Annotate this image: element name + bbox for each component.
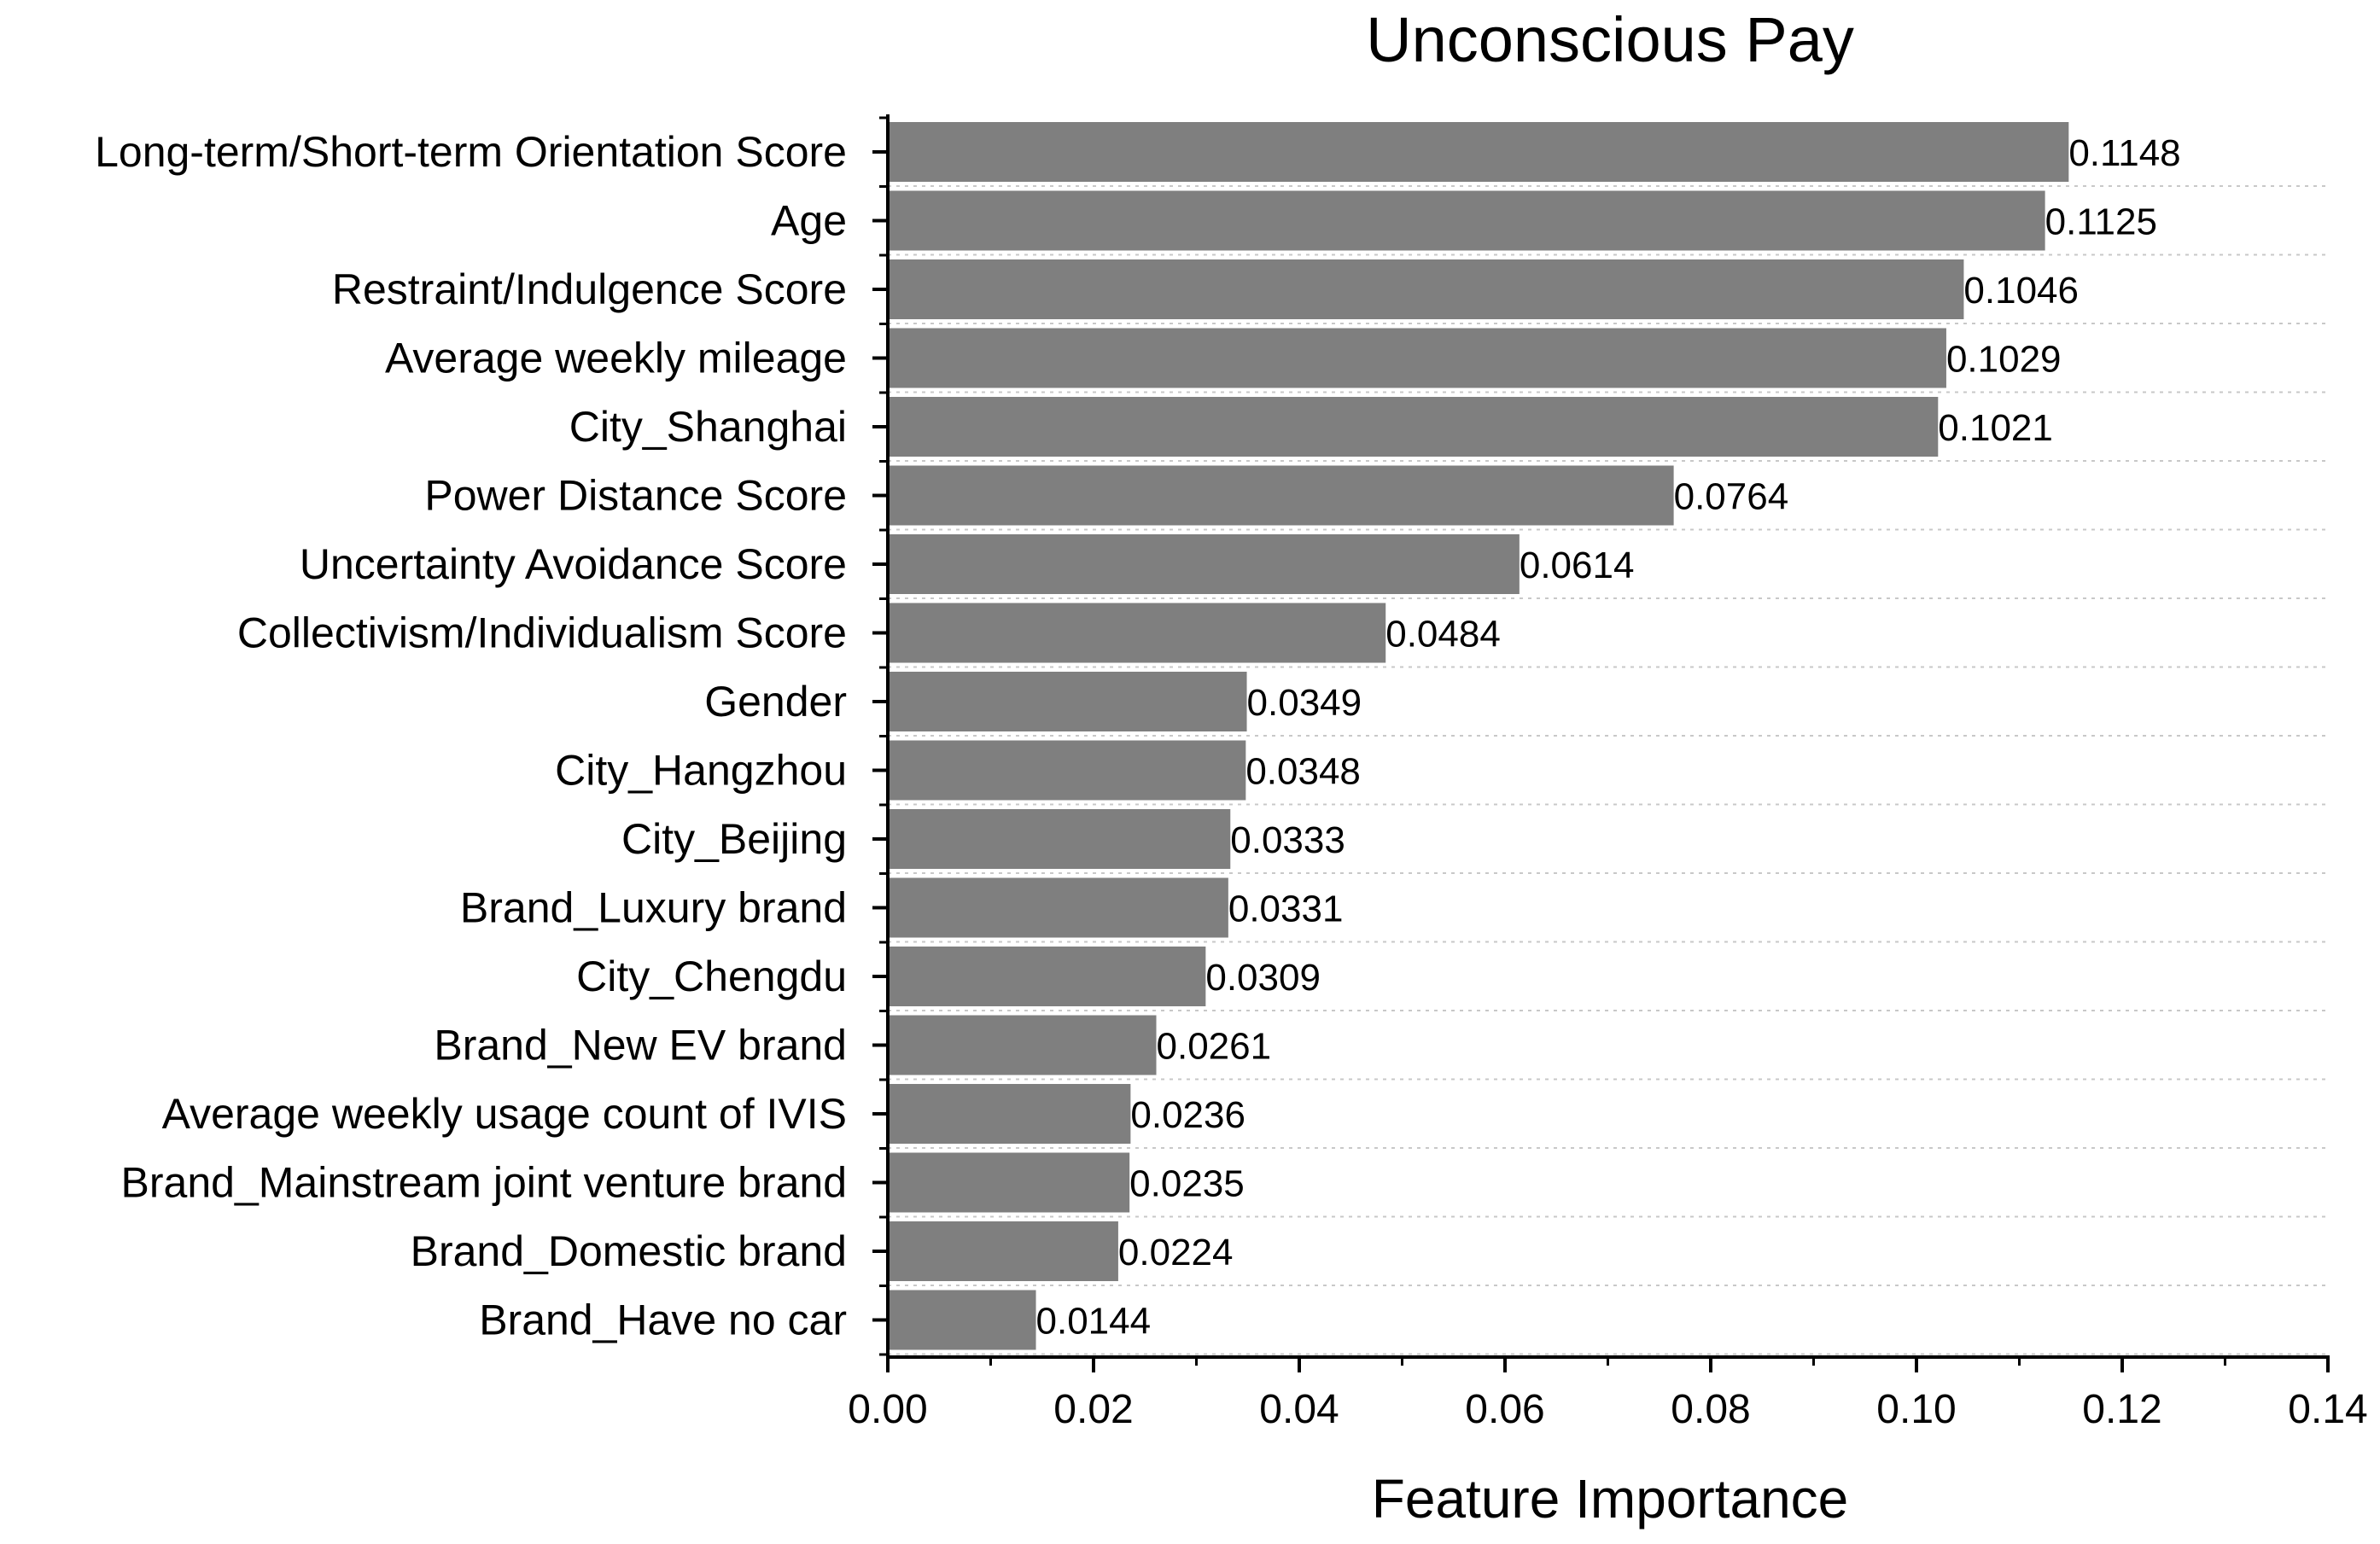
value-label: 0.0348 xyxy=(1245,751,1361,793)
x-tick-label: 0.12 xyxy=(2082,1387,2161,1432)
x-tick-label: 0.14 xyxy=(2288,1387,2367,1432)
value-label: 0.1125 xyxy=(2045,201,2157,243)
value-label: 0.0224 xyxy=(1118,1232,1234,1273)
value-label: 0.0144 xyxy=(1036,1301,1152,1343)
x-tick-label: 0.06 xyxy=(1465,1387,1544,1432)
bar xyxy=(888,190,2045,251)
category-label: Gender xyxy=(704,678,847,725)
category-label: Long-term/Short-term Orientation Score xyxy=(95,128,847,176)
value-label: 0.0764 xyxy=(1674,476,1789,518)
bar xyxy=(888,809,1231,869)
x-tick-label: 0.10 xyxy=(1876,1387,1956,1432)
category-label: Brand_Mainstream joint venture brand xyxy=(121,1159,847,1207)
category-label: Brand_Domestic brand xyxy=(411,1227,847,1275)
category-label: Average weekly usage count of IVIS xyxy=(162,1090,847,1138)
value-label: 0.0333 xyxy=(1230,819,1345,861)
bar xyxy=(888,1015,1157,1075)
category-label: Brand_New EV brand xyxy=(434,1022,847,1069)
bar xyxy=(888,877,1228,938)
category-label: Brand_Have no car xyxy=(479,1296,847,1344)
value-label: 0.1046 xyxy=(1963,270,2079,312)
x-tick-label: 0.00 xyxy=(848,1387,927,1432)
bar xyxy=(888,947,1206,1006)
category-label: Brand_Luxury brand xyxy=(460,884,847,932)
value-label: 0.0236 xyxy=(1130,1094,1245,1136)
category-label: City_Shanghai xyxy=(569,403,847,451)
value-label: 0.0235 xyxy=(1129,1163,1245,1205)
chart-title: Unconscious Pay xyxy=(1366,4,1854,75)
bars xyxy=(888,122,2069,1350)
value-label: 0.0331 xyxy=(1228,889,1344,930)
value-label: 0.0484 xyxy=(1385,614,1501,655)
category-label: Uncertainty Avoidance Score xyxy=(300,540,847,588)
labels: Long-term/Short-term Orientation Score 0.… xyxy=(95,128,2368,1432)
bar xyxy=(888,740,1246,801)
x-tick-label: 0.08 xyxy=(1671,1387,1750,1432)
grid-lines xyxy=(888,185,2328,1355)
bar xyxy=(888,534,1520,594)
value-label: 0.0261 xyxy=(1157,1026,1272,1068)
bar xyxy=(888,603,1386,663)
bar xyxy=(888,259,1964,319)
category-label: Restraint/Indulgence Score xyxy=(332,265,847,313)
category-label: Power Distance Score xyxy=(424,472,847,520)
bar xyxy=(888,1290,1036,1350)
value-label: 0.0309 xyxy=(1205,957,1321,999)
category-label: City_Beijing xyxy=(621,815,847,863)
bar xyxy=(888,1152,1130,1213)
x-tick-label: 0.04 xyxy=(1259,1387,1339,1432)
category-label: Average weekly mileage xyxy=(385,335,847,382)
category-label: Age xyxy=(771,197,847,245)
category-label: City_Chengdu xyxy=(576,953,847,1000)
value-label: 0.0349 xyxy=(1247,682,1362,724)
value-label: 0.1021 xyxy=(1938,407,2053,449)
category-label: Collectivism/Individualism Score xyxy=(237,609,847,657)
x-tick-label: 0.02 xyxy=(1053,1387,1133,1432)
bar xyxy=(888,465,1674,526)
bar xyxy=(888,397,1939,457)
bar xyxy=(888,328,1946,388)
value-label: 0.1029 xyxy=(1946,339,2062,381)
category-label: City_Hangzhou xyxy=(555,747,847,795)
x-axis-title: Feature Importance xyxy=(1372,1468,1849,1529)
bar xyxy=(888,1221,1118,1281)
bar xyxy=(888,672,1247,731)
value-label: 0.0614 xyxy=(1520,545,1635,586)
value-label: 0.1148 xyxy=(2068,132,2180,174)
bar xyxy=(888,1084,1131,1144)
axes xyxy=(872,114,2330,1372)
bar xyxy=(888,122,2069,182)
